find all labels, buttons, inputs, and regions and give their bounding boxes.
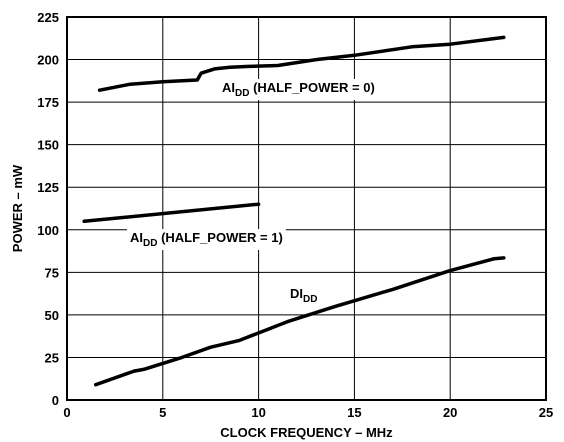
x-axis-title: CLOCK FREQUENCY – MHz (220, 425, 393, 440)
series-label-didd: DIDD (290, 286, 317, 305)
y-axis-title: POWER – mW (10, 164, 25, 252)
x-tick-label: 15 (347, 405, 361, 420)
x-axis-ticks: 0 5 10 15 20 25 (63, 405, 553, 420)
y-tick-label: 125 (37, 180, 59, 195)
x-tick-label: 0 (63, 405, 70, 420)
series-label-aidd-half-power-1: AIDD (HALF_POWER = 1) (130, 230, 283, 249)
y-tick-label: 200 (37, 53, 59, 68)
x-tick-label: 10 (251, 405, 265, 420)
x-tick-label: 25 (539, 405, 553, 420)
label-background (127, 229, 286, 250)
y-tick-label: 75 (45, 265, 59, 280)
label-background (219, 79, 378, 100)
series-line-aidd-half-power-1 (82, 202, 261, 224)
series-label-aidd-half-power-0: AIDD (HALF_POWER = 0) (222, 80, 375, 99)
grid (66, 16, 547, 401)
y-axis-ticks: 0 25 50 75 100 125 150 175 200 225 (37, 10, 59, 408)
y-tick-label: 0 (52, 393, 59, 408)
series-line-didd (93, 256, 506, 387)
y-tick-label: 100 (37, 223, 59, 238)
y-tick-label: 150 (37, 138, 59, 153)
y-tick-label: 175 (37, 95, 59, 110)
series-line-aidd-half-power-0 (97, 35, 506, 92)
plot-frame (66, 16, 547, 401)
x-tick-label: 5 (159, 405, 166, 420)
y-tick-label: 225 (37, 10, 59, 25)
y-tick-label: 50 (45, 308, 59, 323)
series-lines (82, 35, 506, 387)
label-background (287, 285, 321, 306)
x-tick-label: 20 (443, 405, 457, 420)
y-tick-label: 25 (45, 350, 59, 365)
